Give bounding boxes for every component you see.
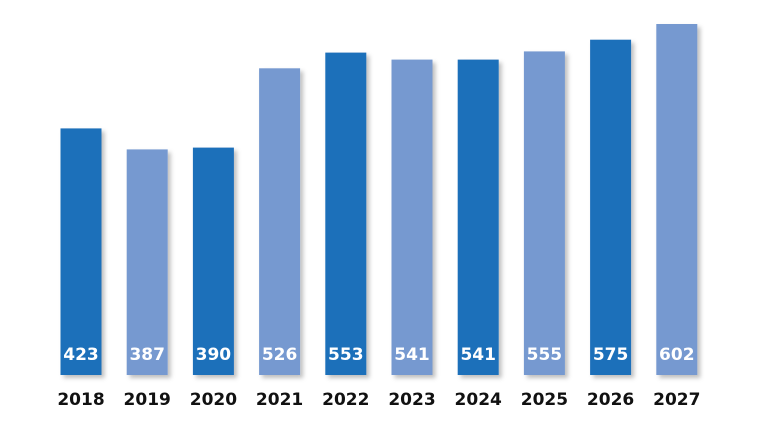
bar-2018 xyxy=(60,128,102,375)
bar-2021 xyxy=(259,68,301,376)
data-label-2025: 555 xyxy=(527,345,563,365)
x-tick-label-2018: 2018 xyxy=(57,390,104,410)
bar-2026 xyxy=(590,39,632,375)
bar-2024 xyxy=(457,59,499,375)
bar-2019 xyxy=(126,149,168,375)
x-tick-label-2023: 2023 xyxy=(388,390,435,410)
data-label-2021: 526 xyxy=(262,345,298,365)
bar-2025 xyxy=(523,51,565,376)
x-tick-label-2024: 2024 xyxy=(455,390,502,410)
data-label-2022: 553 xyxy=(328,345,364,365)
data-label-2027: 602 xyxy=(659,345,695,365)
data-label-2023: 541 xyxy=(394,345,430,365)
data-label-2026: 575 xyxy=(593,345,629,365)
x-tick-label-2027: 2027 xyxy=(653,390,700,410)
x-axis-ticks: 2018 2019 2020 2021 2022 2023 2024 2025 2026 2027 xyxy=(57,390,700,410)
x-tick-label-2020: 2020 xyxy=(190,390,237,410)
x-tick-label-2021: 2021 xyxy=(256,390,303,410)
bar-2027 xyxy=(656,24,698,375)
bar-2020 xyxy=(192,147,234,375)
data-label-2020: 390 xyxy=(196,345,232,365)
x-tick-label-2019: 2019 xyxy=(124,390,171,410)
data-label-2024: 541 xyxy=(460,345,496,365)
bar-2023 xyxy=(391,59,433,375)
x-tick-label-2026: 2026 xyxy=(587,390,634,410)
data-label-2018: 423 xyxy=(63,345,99,365)
bars-layer xyxy=(60,24,698,376)
x-tick-label-2022: 2022 xyxy=(322,390,369,410)
data-label-2019: 387 xyxy=(129,345,165,365)
x-tick-label-2025: 2025 xyxy=(521,390,568,410)
bar-2022 xyxy=(325,52,367,375)
data-labels-layer: 423 387 390 526 553 541 541 555 575 602 xyxy=(63,345,694,365)
